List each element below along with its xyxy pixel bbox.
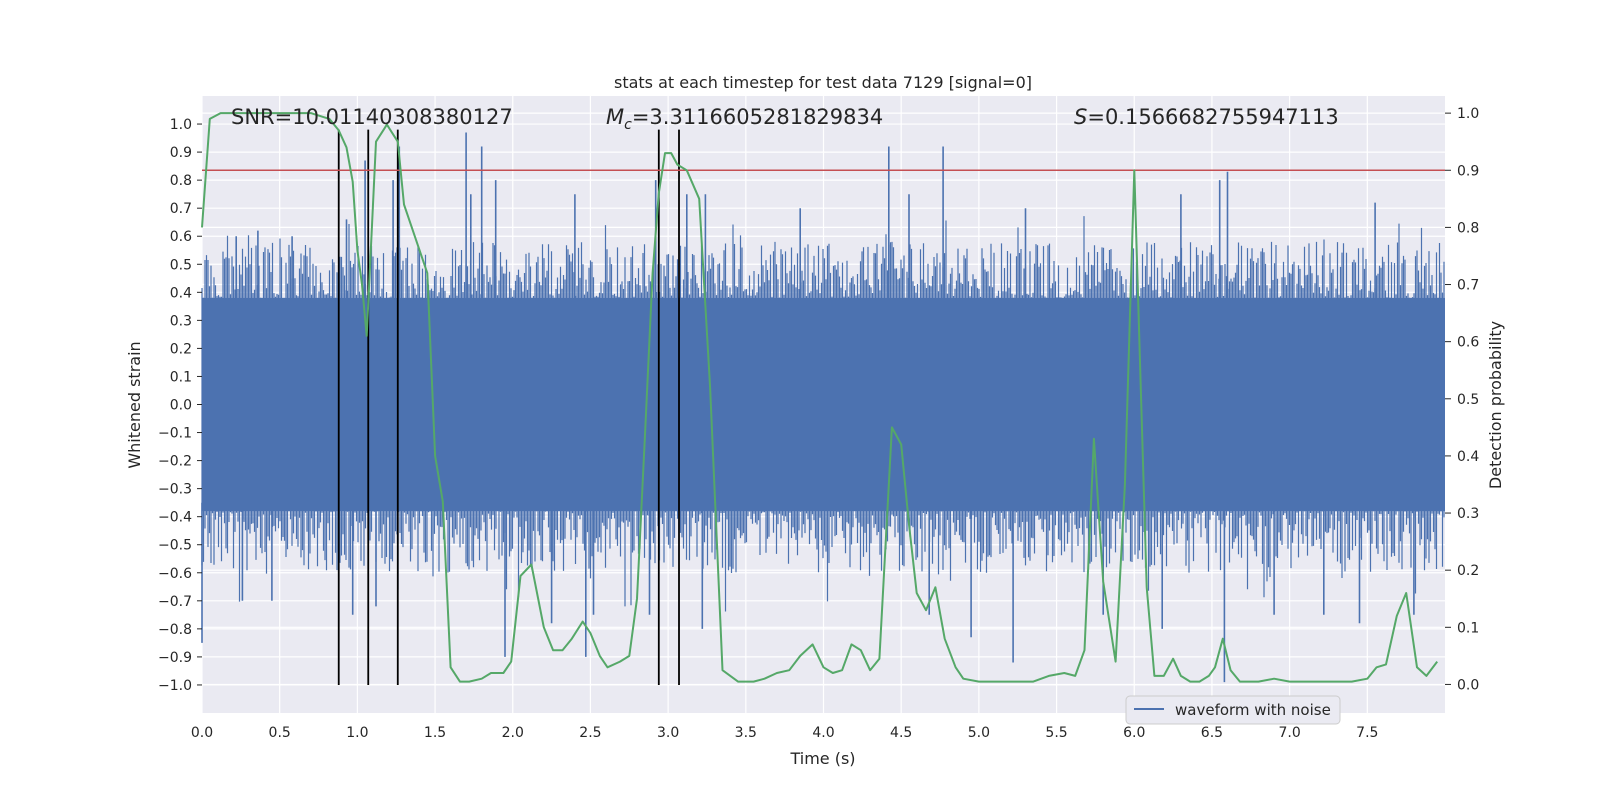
y2-tick-label: 0.4 — [1457, 449, 1479, 465]
x-tick-label: 2.0 — [502, 725, 524, 741]
y-tick-label: −0.7 — [158, 594, 192, 610]
x-axis-label: Time (s) — [789, 749, 855, 768]
y-axis-label: Whitened strain — [125, 341, 144, 468]
x-tick-label: 4.5 — [890, 725, 912, 741]
y2-tick-label: 0.2 — [1457, 563, 1479, 579]
y-tick-label: −1.0 — [158, 678, 192, 694]
y-tick-label: −0.5 — [158, 538, 192, 554]
x-tick-label: 5.0 — [968, 725, 990, 741]
y2-tick-label: 0.7 — [1457, 278, 1479, 294]
x-tick-label: 1.0 — [346, 725, 368, 741]
x-tick-label: 0.5 — [269, 725, 291, 741]
y-axis-ticks: 1.0 0.9 0.8 0.7 0.6 0.5 0.4 0.3 0.2 0.1 0.0 −0.1 −0.… — [158, 117, 202, 694]
y2-axis-label: Detection probability — [1486, 321, 1505, 489]
y-tick-label: 0.2 — [170, 341, 192, 357]
waveform-noise — [201, 216, 1445, 612]
y2-tick-label: 1.0 — [1457, 106, 1479, 122]
detection-probability-line — [201, 112, 1438, 683]
x-tick-label: 7.5 — [1356, 725, 1378, 741]
y-tick-label: −0.1 — [158, 426, 192, 442]
y2-axis-ticks: 1.0 0.9 0.8 0.7 0.6 0.5 0.4 0.3 0.2 0.1 0.0 — [1445, 106, 1479, 693]
y-tick-label: −0.3 — [158, 482, 192, 498]
y2-tick-label: 0.6 — [1457, 335, 1479, 351]
chart-title: stats at each timestep for test data 712… — [614, 73, 1032, 92]
y-tick-label: −0.8 — [158, 622, 192, 638]
legend-box — [1125, 695, 1341, 725]
y-tick-label: −0.6 — [158, 566, 192, 582]
y-tick-label: 0.9 — [170, 145, 192, 161]
y-tick-label: −0.2 — [158, 454, 192, 470]
waveform-series — [201, 132, 1445, 683]
x-tick-label: 3.0 — [657, 725, 679, 741]
y-tick-label: 0.6 — [170, 229, 192, 245]
y2-tick-label: 0.5 — [1457, 392, 1479, 408]
x-tick-label: 0.0 — [191, 725, 213, 741]
x-tick-label: 5.5 — [1045, 725, 1067, 741]
x-tick-label: 3.5 — [735, 725, 757, 741]
y-tick-label: −0.9 — [158, 650, 192, 666]
y2-tick-label: 0.9 — [1457, 163, 1479, 179]
x-tick-label: 1.5 — [424, 725, 446, 741]
vertical-markers — [337, 129, 680, 685]
y-tick-label: 0.5 — [170, 257, 192, 273]
y2-tick-label: 0.8 — [1457, 220, 1479, 236]
waveform-peaks — [201, 132, 1415, 683]
y-tick-label: 0.3 — [170, 313, 192, 329]
y-tick-label: 1.0 — [170, 117, 192, 133]
y2-tick-label: 0.3 — [1457, 506, 1479, 522]
snr-annotation: SNR=10.01140308380127 — [231, 105, 513, 129]
x-tick-label: 6.5 — [1201, 725, 1223, 741]
y-tick-label: 0.1 — [170, 369, 192, 385]
x-tick-label: 4.0 — [812, 725, 834, 741]
x-tick-label: 7.0 — [1278, 725, 1300, 741]
legend-label: waveform with noise — [1175, 701, 1331, 719]
legend: waveform with noise — [1125, 695, 1341, 725]
y-tick-label: 0.4 — [170, 285, 192, 301]
y-tick-label: 0.8 — [170, 173, 192, 189]
x-axis-ticks: 0.0 0.5 1.0 1.5 2.0 2.5 3.0 3.5 4.0 4.5 5.0 5.5 6.0 6… — [191, 725, 1379, 741]
chirp-mass-annotation: Mc=3.3116605281829834 — [606, 105, 883, 133]
y2-tick-label: 0.0 — [1457, 677, 1479, 693]
x-tick-label: 2.5 — [579, 725, 601, 741]
y-tick-label: 0.0 — [170, 398, 192, 414]
y2-tick-label: 0.1 — [1457, 620, 1479, 636]
y-tick-label: 0.7 — [170, 201, 192, 217]
s-annotation: S=0.1566682755947113 — [1074, 105, 1339, 129]
x-tick-label: 6.0 — [1123, 725, 1145, 741]
y-tick-label: −0.4 — [158, 510, 192, 526]
